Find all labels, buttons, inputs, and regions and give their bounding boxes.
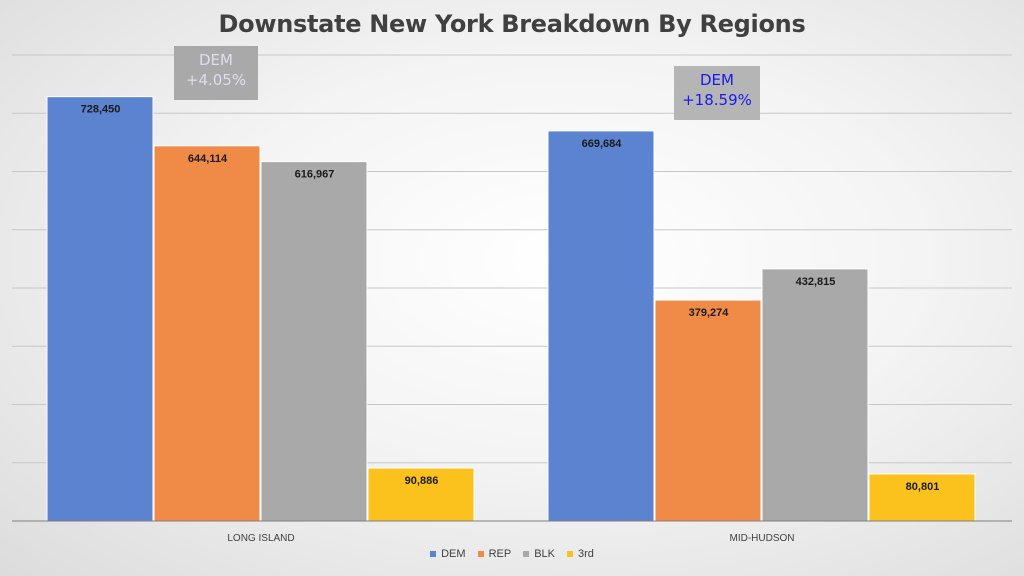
legend-swatch-3rd: [566, 551, 573, 557]
bar-rep-long-island: [153, 145, 261, 522]
legend-label-blk: BLK: [534, 548, 555, 560]
annotation-long-island: DEM +4.05%: [174, 46, 258, 100]
data-label-3rd-long-island: 90,886: [405, 475, 439, 487]
data-label-dem-mid-hudson: 669,684: [582, 138, 623, 150]
data-label-3rd-mid-hudson: 80,801: [906, 481, 940, 493]
annotation-long-island-line2: +4.05%: [185, 71, 247, 89]
bar-dem-long-island: [46, 96, 154, 522]
bar-blk-long-island: [260, 161, 368, 522]
data-label-blk-long-island: 616,967: [295, 169, 335, 181]
legend-label-dem: DEM: [441, 548, 466, 560]
category-label-mid-hudson: MID-HUDSON: [730, 533, 795, 544]
data-label-dem-long-island: 728,450: [81, 104, 121, 116]
legend-label-rep: REP: [488, 548, 512, 560]
data-label-rep-long-island: 644,114: [188, 153, 228, 165]
annotation-mid-hudson-line2: +18.59%: [682, 91, 752, 109]
legend-item-rep: REP: [477, 548, 512, 560]
category-label-long-island: LONG ISLAND: [227, 533, 294, 544]
annotation-mid-hudson-line1: DEM: [700, 71, 734, 89]
chart-title: Downstate New York Breakdown By Regions: [218, 10, 806, 38]
annotation-mid-hudson: DEM +18.59%: [674, 66, 760, 120]
bar-blk-mid-hudson: [761, 268, 869, 522]
bar-3rd-mid-hudson: [868, 473, 976, 522]
data-label-blk-mid-hudson: 432,815: [796, 276, 836, 288]
legend-item-3rd: 3rd: [566, 548, 594, 560]
bar-dem-mid-hudson: [547, 130, 655, 522]
legend-item-blk: BLK: [523, 548, 555, 560]
legend-item-dem: DEM: [430, 548, 466, 560]
bar-rep-mid-hudson: [654, 299, 762, 522]
legend-label-3rd: 3rd: [577, 548, 594, 560]
data-labels: 728,450 644,114 616,967 90,886 669,684 379,27…: [81, 104, 940, 493]
annotation-long-island-line1: DEM: [199, 51, 233, 69]
bars: [46, 96, 976, 522]
legend-swatch-rep: [477, 551, 484, 557]
bar-3rd-long-island: [367, 467, 475, 522]
legend-swatch-blk: [523, 551, 530, 557]
category-labels: LONG ISLAND MID-HUDSON: [227, 533, 794, 544]
legend-swatch-dem: [430, 551, 437, 557]
legend: DEM REP BLK 3rd: [0, 548, 1024, 560]
data-label-rep-mid-hudson: 379,274: [689, 307, 730, 319]
